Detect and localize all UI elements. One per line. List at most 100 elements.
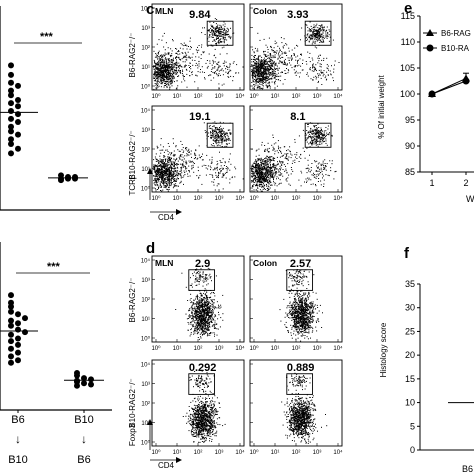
event-dot: [323, 29, 325, 31]
event-dot: [309, 136, 311, 138]
event-dot: [171, 60, 173, 62]
axis-label-x: CD4: [158, 213, 175, 222]
event-dot: [222, 38, 224, 40]
event-dot: [257, 168, 259, 169]
event-dot: [308, 170, 309, 172]
event-dot: [263, 51, 265, 53]
x-tick-label: 10⁴: [235, 195, 245, 202]
event-dot: [169, 66, 171, 68]
event-dot: [338, 62, 340, 63]
event-dot: [280, 169, 281, 171]
x-tick-label: 10⁰: [151, 345, 161, 352]
event-dot: [264, 73, 266, 75]
event-dot: [201, 165, 203, 167]
event-dot: [253, 69, 255, 71]
data-point: [15, 357, 21, 364]
event-dot: [216, 141, 218, 143]
event-dot: [162, 169, 164, 171]
event-dot: [256, 167, 258, 169]
event-dot: [225, 138, 227, 140]
event-dot: [180, 43, 182, 45]
event-dot: [315, 32, 317, 34]
event-dot: [170, 181, 172, 183]
event-dot: [160, 76, 162, 78]
event-dot: [168, 84, 170, 86]
event-dot: [279, 57, 281, 59]
event-dot: [263, 57, 265, 59]
event-dot: [178, 185, 179, 187]
event-dot: [324, 137, 326, 139]
event-dot: [308, 143, 310, 145]
event-dot: [226, 53, 228, 55]
event-dot: [275, 142, 277, 144]
event-dot: [189, 70, 191, 72]
event-dot: [228, 138, 230, 140]
event-dot: [212, 36, 214, 38]
event-dot: [166, 177, 168, 178]
event-dot: [163, 75, 165, 76]
event-dot: [258, 55, 259, 57]
event-dot: [225, 136, 226, 138]
event-dot: [326, 134, 327, 136]
event-dot: [163, 32, 165, 34]
event-dot: [221, 138, 223, 140]
event-dot: [274, 68, 275, 70]
event-dot: [209, 60, 211, 62]
event-dot: [169, 179, 171, 181]
event-dot: [177, 76, 179, 77]
event-dot: [176, 69, 177, 71]
event-dot: [223, 34, 225, 36]
event-dot: [259, 178, 261, 180]
event-dot: [311, 174, 313, 176]
event-dot: [312, 129, 314, 131]
event-dot: [319, 132, 321, 133]
event-dot: [167, 80, 168, 82]
event-dot: [153, 169, 155, 170]
event-dot: [189, 37, 191, 39]
event-dot: [276, 164, 278, 166]
data-point: [8, 308, 14, 315]
event-dot: [160, 167, 162, 169]
event-dot: [309, 31, 311, 33]
event-dot: [257, 48, 259, 50]
event-dot: [256, 78, 258, 80]
event-dot: [266, 169, 268, 171]
event-dot: [170, 164, 172, 165]
event-dot: [322, 137, 324, 139]
event-dot: [285, 170, 287, 172]
event-dot: [160, 159, 162, 161]
event-dot: [214, 66, 216, 67]
event-dot: [172, 74, 174, 76]
event-dot: [172, 69, 174, 71]
event-dot: [157, 71, 159, 73]
event-dot: [216, 160, 218, 162]
event-dot: [211, 136, 212, 138]
event-dot: [156, 174, 158, 175]
event-dot: [294, 72, 296, 74]
event-dot: [160, 184, 161, 186]
event-dot: [277, 58, 279, 60]
event-dot: [319, 27, 321, 29]
event-dot: [229, 63, 231, 65]
event-dot: [202, 333, 203, 335]
event-dot: [173, 179, 175, 181]
event-dot: [266, 80, 268, 81]
event-dot: [255, 163, 257, 165]
event-dot: [327, 35, 329, 37]
event-dot: [170, 73, 172, 74]
event-dot: [184, 66, 186, 68]
event-dot: [230, 27, 231, 29]
event-dot: [268, 179, 270, 181]
event-dot: [210, 79, 212, 81]
event-dot: [201, 294, 203, 296]
event-dot: [256, 87, 258, 89]
event-dot: [257, 78, 259, 80]
event-dot: [317, 140, 319, 142]
event-dot: [189, 40, 191, 42]
event-dot: [269, 82, 271, 84]
event-dot: [316, 128, 318, 130]
event-dot: [264, 158, 266, 159]
event-dot: [226, 44, 228, 46]
event-dot: [157, 184, 159, 186]
event-dot: [168, 68, 170, 70]
